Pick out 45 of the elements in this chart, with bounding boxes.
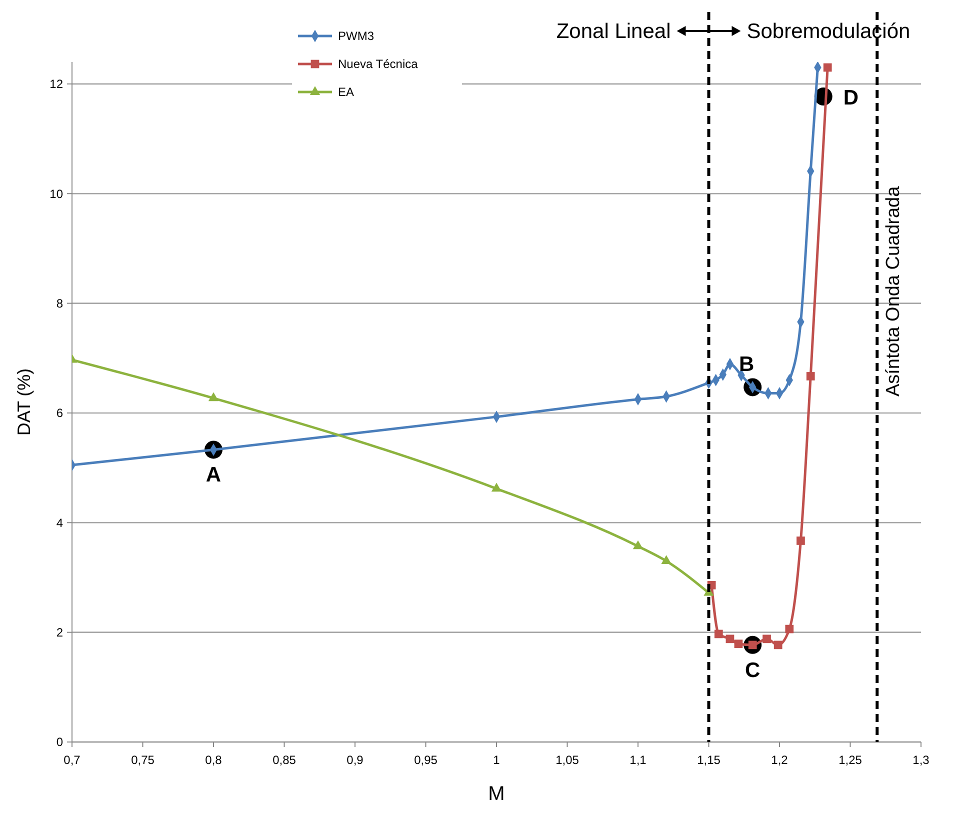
y-axis-title: DAT (%)	[14, 368, 34, 436]
ref-line-label: Asíntota Onda Cuadrada	[883, 186, 904, 397]
x-tick-label: 0,75	[131, 753, 155, 767]
x-tick-label: 1,1	[630, 753, 647, 767]
y-tick-label: 2	[56, 626, 64, 640]
legend-label: PWM3	[338, 29, 374, 44]
point	[734, 640, 743, 648]
point	[661, 555, 672, 564]
point	[714, 630, 723, 638]
x-tick-label: 1,15	[697, 753, 721, 767]
point	[726, 634, 734, 644]
point	[806, 372, 815, 380]
y-tick-label: 6	[56, 406, 64, 420]
x-tick-label: 0,8	[205, 753, 222, 767]
point	[632, 540, 644, 550]
legend-label: EA	[338, 85, 354, 100]
x-tick-label: 0,85	[272, 753, 296, 767]
annotation: B	[739, 353, 754, 376]
point	[796, 536, 805, 545]
annotation: C	[745, 658, 760, 682]
point	[785, 624, 794, 634]
x-tick-label: 0,9	[346, 753, 364, 767]
point	[774, 640, 782, 650]
point	[491, 482, 502, 492]
point	[208, 392, 219, 402]
text: Zonal Lineal	[556, 20, 671, 43]
x-tick-label: 1,05	[556, 753, 580, 767]
x-tick-label: 0,95	[414, 753, 438, 767]
text: Sobremodulación	[746, 20, 910, 43]
point	[823, 63, 832, 72]
y-tick-label: 8	[56, 296, 64, 310]
x-tick-label: 1,3	[912, 753, 930, 767]
annotation: D	[843, 86, 859, 110]
legend-label: Nueva Técnica	[338, 57, 418, 72]
x-tick-label: 1,25	[838, 753, 862, 767]
annotation: A	[206, 464, 222, 487]
y-tick-label: 10	[50, 186, 64, 201]
y-tick-label: 0	[56, 735, 64, 750]
y-tick-label: 4	[56, 516, 64, 530]
x-axis-title: M	[488, 783, 505, 805]
point	[762, 634, 771, 644]
x-tick-label: 1,2	[771, 753, 788, 767]
x-tick-label: 0,7	[64, 753, 81, 767]
y-tick-label: 12	[50, 77, 64, 92]
x-tick-label: 1	[493, 753, 500, 767]
